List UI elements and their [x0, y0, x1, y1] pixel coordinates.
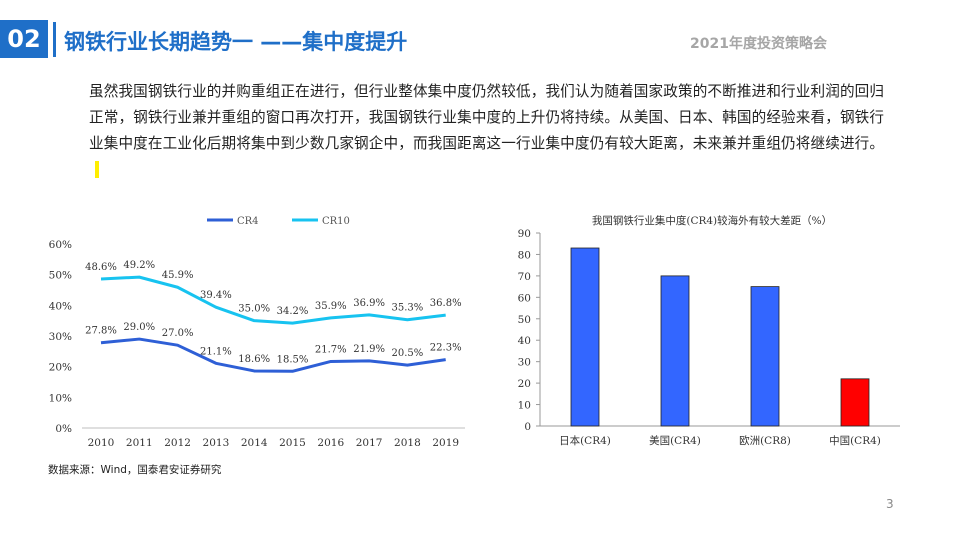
legend-label-cr10: CR10	[322, 216, 350, 227]
y-tick-label: 40%	[49, 300, 72, 312]
data-label: 18.6%	[238, 354, 270, 365]
data-label: 22.3%	[430, 343, 462, 354]
data-label: 36.8%	[430, 298, 462, 309]
y-tick-label: 70	[518, 271, 531, 283]
data-label: 39.4%	[200, 290, 232, 301]
chart-title: 我国钢铁行业集中度(CR4)较海外有较大差距（%）	[592, 214, 832, 227]
y-tick-label: 20%	[49, 362, 72, 374]
y-tick-label: 0%	[55, 423, 72, 435]
data-label: 35.9%	[315, 301, 347, 312]
data-label: 35.3%	[392, 303, 424, 314]
y-tick-label: 50	[518, 314, 531, 326]
source-note: 数据来源：Wind，国泰君安证券研究	[48, 464, 222, 476]
y-tick-label: 20	[518, 378, 531, 390]
data-label: 21.7%	[315, 344, 347, 355]
x-tick-label: 2013	[203, 437, 230, 449]
title-accent-bar	[53, 22, 56, 57]
y-tick-label: 0	[524, 421, 531, 433]
data-label: 35.0%	[238, 304, 270, 315]
text-cursor-highlight	[95, 160, 99, 178]
data-label: 36.9%	[353, 298, 385, 309]
body-paragraph: 虽然我国钢铁行业的并购重组正在进行，但行业整体集中度仍然较低，我们认为随着国家政…	[89, 79, 884, 184]
y-tick-label: 10	[518, 400, 531, 412]
bar-chart-concentration-comparison: 我国钢铁行业集中度(CR4)较海外有较大差距（%） 0 10 20 30 40 50 60 70…	[518, 214, 900, 447]
x-tick-label: 中国(CR4)	[829, 434, 881, 447]
x-tick-label: 欧洲(CR8)	[739, 435, 791, 447]
page-number: 3	[886, 497, 894, 511]
y-tick-label: 60	[518, 292, 531, 304]
line-chart-cr4-cr10: 0% 10% 20% 30% 40% 50% 60% 2010 2011 2012 2013 2014…	[49, 216, 465, 449]
bar	[570, 247, 600, 427]
data-label: 21.9%	[353, 344, 385, 355]
data-label: 34.2%	[277, 306, 309, 317]
body-paragraph-text: 虽然我国钢铁行业的并购重组正在进行，但行业整体集中度仍然较低，我们认为随着国家政…	[89, 83, 884, 153]
x-tick-label: 2010	[88, 437, 115, 449]
y-tick-label: 90	[518, 228, 531, 240]
x-tick-label: 2019	[432, 437, 459, 449]
event-name: 2021年度投资策略会	[690, 36, 827, 52]
data-label: 29.0%	[123, 322, 155, 333]
x-tick-label: 2018	[394, 437, 421, 449]
data-label: 48.6%	[85, 262, 117, 273]
x-tick-label: 2017	[356, 437, 383, 449]
y-tick-label: 40	[518, 335, 531, 347]
data-label: 20.5%	[392, 348, 424, 359]
y-tick-label: 30%	[49, 331, 72, 343]
x-tick-label: 2016	[317, 437, 344, 449]
data-label: 49.2%	[123, 260, 155, 271]
x-tick-label: 2015	[279, 437, 306, 449]
data-label: 21.1%	[200, 346, 232, 357]
y-tick-label: 10%	[49, 392, 72, 404]
bar	[660, 275, 690, 427]
data-label: 27.8%	[85, 326, 117, 337]
x-tick-label: 美国(CR4)	[649, 434, 701, 447]
data-label: 45.9%	[162, 270, 194, 281]
y-tick-label: 50%	[49, 270, 72, 282]
bar	[750, 286, 780, 427]
x-tick-label: 2011	[126, 437, 153, 449]
legend-label-cr4: CR4	[237, 216, 259, 227]
y-tick-label: 60%	[49, 239, 72, 251]
section-number: 02	[0, 20, 48, 58]
x-tick-label: 2014	[241, 437, 268, 449]
page-title: 钢铁行业长期趋势一 ——集中度提升	[64, 30, 408, 54]
x-tick-label: 日本(CR4)	[559, 434, 611, 447]
data-label: 27.0%	[162, 328, 194, 339]
y-tick-label: 80	[518, 249, 531, 261]
data-label: 18.5%	[277, 354, 309, 365]
y-tick-label: 30	[518, 357, 531, 369]
x-tick-label: 2012	[164, 437, 191, 449]
bar	[840, 378, 870, 427]
series-line-cr4	[100, 337, 446, 373]
series-line-cr10	[100, 275, 446, 325]
